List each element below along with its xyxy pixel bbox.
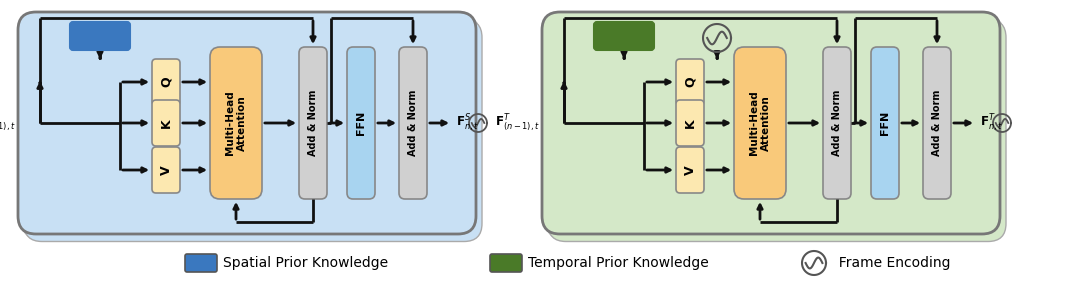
FancyBboxPatch shape [399, 47, 427, 199]
Text: $\mathbf{F}^{S}_{n,t}$: $\mathbf{F}^{S}_{n,t}$ [456, 112, 480, 134]
FancyBboxPatch shape [152, 100, 180, 146]
FancyBboxPatch shape [70, 22, 130, 50]
FancyBboxPatch shape [676, 100, 704, 146]
Text: $\mathbf{F}^{T}_{n,t}$: $\mathbf{F}^{T}_{n,t}$ [980, 112, 1003, 134]
FancyBboxPatch shape [22, 17, 480, 239]
FancyBboxPatch shape [21, 14, 478, 237]
FancyBboxPatch shape [185, 254, 217, 272]
FancyBboxPatch shape [152, 147, 180, 193]
Text: Add & Norm: Add & Norm [408, 90, 418, 156]
FancyBboxPatch shape [594, 22, 654, 50]
Text: V: V [684, 165, 697, 175]
Text: Multi-Head
Attention: Multi-Head Attention [750, 91, 771, 155]
FancyBboxPatch shape [542, 12, 1000, 234]
Text: K: K [684, 118, 697, 128]
FancyBboxPatch shape [548, 19, 1005, 242]
FancyBboxPatch shape [347, 47, 375, 199]
Text: K: K [160, 118, 173, 128]
FancyBboxPatch shape [299, 47, 327, 199]
Text: Q: Q [160, 77, 173, 87]
FancyBboxPatch shape [18, 12, 476, 234]
Text: Add & Norm: Add & Norm [308, 90, 318, 156]
FancyBboxPatch shape [24, 19, 482, 242]
Text: Multi-Head
Attention: Multi-Head Attention [226, 91, 247, 155]
Text: FFN: FFN [356, 111, 366, 135]
Text: Temporal Prior Knowledge: Temporal Prior Knowledge [528, 256, 708, 270]
Text: $\mathbf{F}^{S}_{(n-1),t}$: $\mathbf{F}^{S}_{(n-1),t}$ [0, 112, 16, 134]
FancyBboxPatch shape [546, 17, 1004, 239]
Text: Add & Norm: Add & Norm [932, 90, 942, 156]
Text: $\mathbf{F}^{T}_{(n-1),t}$: $\mathbf{F}^{T}_{(n-1),t}$ [496, 112, 540, 134]
FancyBboxPatch shape [923, 47, 951, 199]
FancyBboxPatch shape [870, 47, 899, 199]
FancyBboxPatch shape [734, 47, 786, 199]
Text: Q: Q [684, 77, 697, 87]
FancyBboxPatch shape [490, 254, 522, 272]
FancyBboxPatch shape [152, 59, 180, 105]
FancyBboxPatch shape [210, 47, 262, 199]
Text: V: V [160, 165, 173, 175]
Text: Add & Norm: Add & Norm [832, 90, 842, 156]
FancyBboxPatch shape [676, 147, 704, 193]
Text: FFN: FFN [880, 111, 890, 135]
FancyBboxPatch shape [544, 14, 1002, 237]
FancyBboxPatch shape [823, 47, 851, 199]
FancyBboxPatch shape [676, 59, 704, 105]
Text: Frame Encoding: Frame Encoding [831, 256, 950, 270]
Text: Spatial Prior Knowledge: Spatial Prior Knowledge [222, 256, 388, 270]
